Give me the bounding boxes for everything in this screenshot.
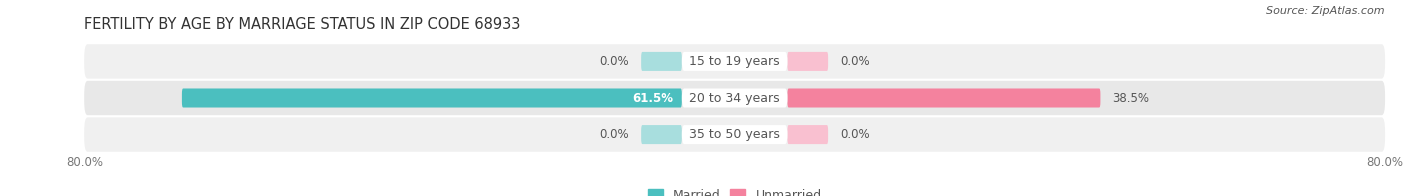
Text: FERTILITY BY AGE BY MARRIAGE STATUS IN ZIP CODE 68933: FERTILITY BY AGE BY MARRIAGE STATUS IN Z… <box>84 17 520 32</box>
Text: Source: ZipAtlas.com: Source: ZipAtlas.com <box>1267 6 1385 16</box>
FancyBboxPatch shape <box>84 44 1385 79</box>
Text: 0.0%: 0.0% <box>841 128 870 141</box>
FancyBboxPatch shape <box>682 125 787 144</box>
Text: 0.0%: 0.0% <box>599 128 628 141</box>
Text: 15 to 19 years: 15 to 19 years <box>689 55 780 68</box>
Text: 0.0%: 0.0% <box>841 55 870 68</box>
Text: 38.5%: 38.5% <box>1112 92 1150 104</box>
Text: 61.5%: 61.5% <box>633 92 673 104</box>
FancyBboxPatch shape <box>787 125 828 144</box>
FancyBboxPatch shape <box>181 88 682 108</box>
FancyBboxPatch shape <box>682 88 787 108</box>
FancyBboxPatch shape <box>682 52 787 71</box>
FancyBboxPatch shape <box>787 88 1101 108</box>
Legend: Married, Unmarried: Married, Unmarried <box>643 184 827 196</box>
FancyBboxPatch shape <box>641 52 682 71</box>
FancyBboxPatch shape <box>84 117 1385 152</box>
FancyBboxPatch shape <box>787 52 828 71</box>
Text: 0.0%: 0.0% <box>599 55 628 68</box>
FancyBboxPatch shape <box>84 81 1385 115</box>
Text: 20 to 34 years: 20 to 34 years <box>689 92 780 104</box>
Text: 35 to 50 years: 35 to 50 years <box>689 128 780 141</box>
FancyBboxPatch shape <box>641 125 682 144</box>
